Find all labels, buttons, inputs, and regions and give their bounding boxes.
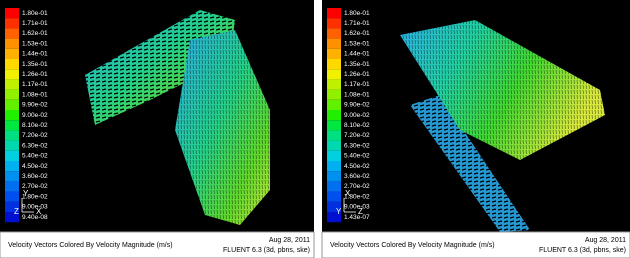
footer-title: Velocity Vectors Colored By Velocity Mag… [330, 242, 495, 249]
page: 1.80e-01 1.71e-01 1.62e-01 1.53e-01 1.44e-01… [0, 0, 630, 258]
colorbar-label: 1.08e-01 [344, 91, 370, 98]
colorbar-label: 6.30e-02 [344, 142, 370, 149]
colorbar-swatch [5, 79, 19, 89]
colorbar-swatch [5, 130, 19, 140]
colorbar-swatch [5, 151, 19, 161]
colorbar-label: 5.40e-02 [22, 153, 48, 160]
colorbar-swatch [5, 161, 19, 171]
colorbar-swatch [5, 192, 19, 202]
colorbar-label: 1.80e-01 [22, 10, 48, 17]
colorbar-label: 1.53e-01 [22, 40, 48, 47]
colorbar-swatch [327, 181, 341, 191]
footer-solver: FLUENT 6.3 (3d, pbns, ske) [223, 247, 310, 254]
left-panel: 1.80e-01 1.71e-01 1.62e-01 1.53e-01 1.44e-01… [0, 0, 314, 258]
colorbar-label: 1.53e-01 [344, 40, 370, 47]
footer-solver: FLUENT 6.3 (3d, pbns, ske) [539, 247, 626, 254]
footer-date: Aug 28, 2011 [585, 237, 626, 244]
footer-date: Aug 28, 2011 [269, 237, 310, 244]
axis-label: Y [23, 189, 29, 198]
colorbar-label: 1.26e-01 [344, 71, 370, 78]
colorbar-swatch [327, 151, 341, 161]
colorbar-swatch [5, 69, 19, 79]
colorbar-swatch [327, 161, 341, 171]
colorbar-label: 1.62e-01 [344, 30, 370, 37]
colorbar-swatch [5, 18, 19, 28]
colorbar-swatch [327, 79, 341, 89]
colorbar-swatch [5, 120, 19, 130]
footer-title: Velocity Vectors Colored By Velocity Mag… [8, 242, 173, 249]
axis-label: X [345, 189, 351, 198]
colorbar-label: 9.90e-02 [344, 102, 370, 109]
colorbar-swatch [327, 120, 341, 130]
colorbar-label: 1.35e-01 [344, 61, 370, 68]
colorbar-swatch [327, 110, 341, 120]
colorbar-label: 3.60e-02 [344, 173, 370, 180]
colorbar-swatch [327, 59, 341, 69]
colorbar-swatch [327, 90, 341, 100]
colorbar-label: 9.00e-02 [22, 112, 48, 119]
colorbar-swatch [327, 141, 341, 151]
colorbar-label: 7.20e-02 [22, 132, 48, 139]
colorbar-label: 7.20e-02 [344, 132, 370, 139]
colorbar-label: 6.30e-02 [22, 142, 48, 149]
colorbar-swatch [5, 28, 19, 38]
colorbar-swatch [5, 90, 19, 100]
colorbar-swatch [327, 69, 341, 79]
colorbar-label: 5.40e-02 [344, 153, 370, 160]
colorbar-swatch [5, 171, 19, 181]
colorbar-label: 1.08e-01 [22, 91, 48, 98]
axis-label: Z [14, 207, 19, 216]
colorbar-swatch [327, 192, 341, 202]
colorbar-label: 1.17e-01 [22, 81, 48, 88]
colorbar-label: 1.44e-01 [344, 51, 370, 58]
colorbar-swatch [5, 100, 19, 110]
axis-label: Y [336, 207, 342, 216]
colorbar-swatch [5, 39, 19, 49]
colorbar-swatch [327, 39, 341, 49]
colorbar-label: 1.80e-01 [344, 10, 370, 17]
colorbar-swatch [5, 49, 19, 59]
colorbar-label: 1.71e-01 [22, 20, 48, 27]
axis-label: X [36, 207, 42, 216]
colorbar-swatch [327, 100, 341, 110]
colorbar-swatch [327, 171, 341, 181]
colorbar-swatch [327, 49, 341, 59]
colorbar-label: 1.35e-01 [22, 61, 48, 68]
colorbar-swatch [327, 130, 341, 140]
colorbar-swatch [327, 8, 341, 18]
colorbar-label: 1.17e-01 [344, 81, 370, 88]
colorbar-label: 8.10e-02 [22, 122, 48, 129]
right-panel: 1.80e-01 1.71e-01 1.62e-01 1.53e-01 1.44e-01… [322, 0, 630, 258]
colorbar-swatch [5, 59, 19, 69]
axis-label: Z [358, 207, 363, 216]
colorbar-swatch [327, 28, 341, 38]
colorbar-swatch [327, 18, 341, 28]
colorbar-swatch [5, 181, 19, 191]
colorbar-label: 8.10e-02 [344, 122, 370, 129]
colorbar-label: 1.71e-01 [344, 20, 370, 27]
colorbar-label: 1.26e-01 [22, 71, 48, 78]
colorbar-label: 3.60e-02 [22, 173, 48, 180]
colorbar-label: 1.62e-01 [22, 30, 48, 37]
colorbar-swatch [5, 141, 19, 151]
colorbar-label: 4.50e-02 [344, 163, 370, 170]
colorbar-swatch [5, 110, 19, 120]
colorbar-label: 9.90e-02 [22, 102, 48, 109]
colorbar-label: 9.00e-02 [344, 112, 370, 119]
colorbar-label: 4.50e-02 [22, 163, 48, 170]
colorbar-label: 1.44e-01 [22, 51, 48, 58]
screenshot: 1.80e-01 1.71e-01 1.62e-01 1.53e-01 1.44e-01… [0, 0, 630, 258]
colorbar-swatch [5, 8, 19, 18]
